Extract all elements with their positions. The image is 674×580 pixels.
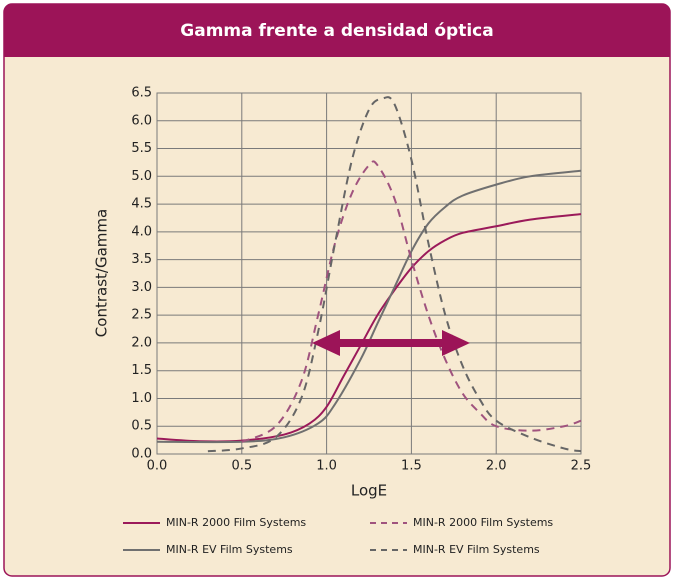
y-tick-label: 3.5 (131, 252, 152, 267)
line-series (207, 96, 582, 453)
y-tick-label: 0.5 (131, 419, 152, 434)
legend-label: MIN-R EV Film Systems (166, 543, 293, 556)
y-tick-label: 6.0 (131, 113, 152, 128)
y-tick-label: 1.5 (131, 363, 152, 378)
legend-label: MIN-R 2000 Film Systems (166, 516, 306, 529)
range-arrow (312, 330, 470, 356)
x-axis-label: LogE (351, 482, 387, 500)
legend-label: MIN-R EV Film Systems (413, 543, 540, 556)
chart-title: Gamma frente a densidad óptica (180, 21, 493, 41)
y-tick-label: 1.0 (131, 391, 152, 406)
line-series (241, 160, 582, 443)
line-series (156, 169, 582, 444)
line-series (156, 213, 582, 443)
y-tick-label: 2.5 (131, 308, 152, 323)
x-tick-label: 0.5 (231, 459, 252, 474)
y-tick-label: 3.0 (131, 280, 152, 295)
header-bar (4, 4, 670, 57)
x-tick-label: 1.0 (316, 459, 337, 474)
y-axis-label: Contrast/Gamma (93, 209, 111, 337)
y-tick-label: 0.0 (131, 447, 152, 462)
x-tick-label: 2.5 (571, 459, 592, 474)
plot-frame (156, 92, 582, 455)
x-tick-label: 1.5 (401, 459, 422, 474)
y-tick-label: 5.5 (131, 141, 152, 156)
x-tick-label: 0.0 (147, 459, 168, 474)
legend-label: MIN-R 2000 Film Systems (413, 516, 553, 529)
y-tick-label: 4.0 (131, 224, 152, 239)
x-tick-label: 2.0 (486, 459, 507, 474)
y-tick-label: 4.5 (131, 197, 152, 212)
y-tick-label: 5.0 (131, 169, 152, 184)
y-tick-label: 6.5 (131, 86, 152, 101)
plot: 0.0 0.5 1.0 1.5 2.0 2.5 3.0 3.5 4.0 4.5 5.0 5.5 6.0 6… (131, 86, 591, 474)
y-tick-label: 2.0 (131, 335, 152, 350)
